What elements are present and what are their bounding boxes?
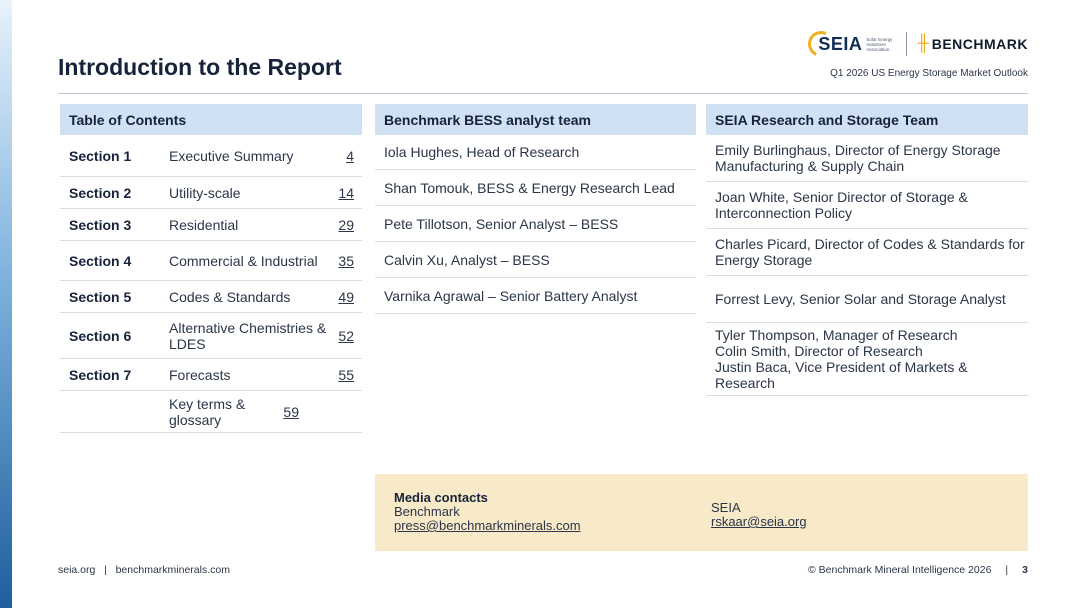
toc-name: Commercial & Industrial bbox=[169, 252, 318, 269]
toc-row[interactable]: Section 4 Commercial & Industrial 35 bbox=[60, 241, 362, 281]
media-seia: SEIA rskaar@seia.org bbox=[711, 501, 807, 529]
toc-page-link[interactable]: 29 bbox=[338, 216, 354, 233]
header-divider bbox=[58, 93, 1028, 94]
logo-group: SEIA Solar Energy Industries Association… bbox=[804, 27, 1028, 61]
toc-name: Residential bbox=[169, 216, 239, 233]
toc-name: Utility-scale bbox=[169, 184, 241, 201]
seia-logo-subtext: Solar Energy Industries Association bbox=[866, 36, 893, 52]
media-benchmark: Media contacts Benchmark press@benchmark… bbox=[394, 491, 581, 533]
team-member-line: Charles Picard, Director of Codes & Stan… bbox=[715, 236, 1025, 268]
toc-section: Section 5 bbox=[69, 288, 132, 305]
toc-row[interactable]: Section 3 Residential 29 bbox=[60, 209, 362, 241]
toc-section: Section 3 bbox=[69, 216, 132, 233]
benchmark-mark-icon: ╫ bbox=[917, 35, 929, 52]
seia-team: SEIA Research and Storage Team Emily Bur… bbox=[706, 104, 1028, 396]
team-member: Charles Picard, Director of Codes & Stan… bbox=[706, 229, 1028, 276]
toc-section: Section 6 bbox=[69, 327, 132, 344]
team-member-line: Emily Burlinghaus, Director of Energy St… bbox=[715, 142, 1001, 174]
benchmark-contact-label: Benchmark bbox=[394, 504, 460, 519]
team-member: Varnika Agrawal – Senior Battery Analyst bbox=[375, 278, 696, 314]
toc-page-link[interactable]: 55 bbox=[338, 366, 354, 383]
toc-page-link[interactable]: 35 bbox=[338, 252, 354, 269]
footer-right: © Benchmark Mineral Intelligence 2026 | … bbox=[808, 564, 1028, 576]
toc-row[interactable]: Key terms & glossary 59 bbox=[60, 391, 362, 433]
toc-page-link[interactable]: 59 bbox=[283, 403, 299, 420]
copyright-text: © Benchmark Mineral Intelligence 2026 bbox=[808, 564, 992, 576]
footer-separator: | bbox=[1005, 564, 1009, 576]
footer-links[interactable]: seia.org | benchmarkminerals.com bbox=[58, 564, 230, 576]
left-gradient-bar bbox=[0, 0, 12, 608]
team-member: Forrest Levy, Senior Solar and Storage A… bbox=[706, 276, 1028, 323]
toc-name: Executive Summary bbox=[169, 147, 294, 164]
logo-divider bbox=[906, 32, 908, 56]
media-contacts-box: Media contacts Benchmark press@benchmark… bbox=[375, 474, 1028, 551]
team-member: Joan White, Senior Director of Storage &… bbox=[706, 182, 1028, 229]
toc-name: Alternative Chemistries & LDES bbox=[169, 319, 327, 352]
toc-header: Table of Contents bbox=[60, 104, 362, 135]
team-member: Iola Hughes, Head of Research bbox=[375, 135, 696, 170]
benchmark-team-header: Benchmark BESS analyst team bbox=[375, 104, 696, 135]
toc-name: Codes & Standards bbox=[169, 288, 291, 305]
seia-team-header: SEIA Research and Storage Team bbox=[706, 104, 1028, 135]
team-member-line: Colin Smith, Director of Research bbox=[715, 343, 923, 359]
toc-section: Section 2 bbox=[69, 184, 132, 201]
team-member: Tyler Thompson, Manager of Research Coli… bbox=[706, 323, 1028, 396]
benchmark-email-link[interactable]: press@benchmarkminerals.com bbox=[394, 518, 581, 533]
seia-logo-text: SEIA bbox=[818, 33, 863, 54]
toc-page-link[interactable]: 52 bbox=[338, 327, 354, 344]
team-member-line: Joan White, Senior Director of Storage &… bbox=[715, 189, 968, 221]
toc-section: Section 4 bbox=[69, 252, 132, 269]
toc-page-link[interactable]: 49 bbox=[338, 288, 354, 305]
toc-name: Forecasts bbox=[169, 366, 231, 383]
toc-row[interactable]: Section 7 Forecasts 55 bbox=[60, 359, 362, 391]
report-subtitle: Q1 2026 US Energy Storage Market Outlook bbox=[830, 68, 1028, 79]
team-member: Pete Tillotson, Senior Analyst – BESS bbox=[375, 206, 696, 242]
toc-row[interactable]: Section 5 Codes & Standards 49 bbox=[60, 281, 362, 313]
seia-email-link[interactable]: rskaar@seia.org bbox=[711, 514, 807, 529]
team-member: Shan Tomouk, BESS & Energy Research Lead bbox=[375, 170, 696, 206]
toc-row[interactable]: Section 6 Alternative Chemistries & LDES… bbox=[60, 313, 362, 359]
benchmark-logo-text: BENCHMARK bbox=[931, 36, 1028, 52]
seia-logo: SEIA Solar Energy Industries Association bbox=[804, 27, 896, 61]
team-member-line: Justin Baca, Vice President of Markets &… bbox=[715, 359, 968, 391]
table-of-contents: Table of Contents Section 1 Executive Su… bbox=[60, 104, 362, 433]
sun-arc-icon bbox=[804, 27, 839, 61]
team-member: Emily Burlinghaus, Director of Energy St… bbox=[706, 135, 1028, 182]
toc-page-link[interactable]: 14 bbox=[338, 184, 354, 201]
team-member-line: Tyler Thompson, Manager of Research bbox=[715, 327, 958, 343]
benchmark-team: Benchmark BESS analyst team Iola Hughes,… bbox=[375, 104, 696, 314]
toc-row[interactable]: Section 2 Utility-scale 14 bbox=[60, 177, 362, 209]
toc-name: Key terms & glossary bbox=[169, 395, 246, 428]
seia-contact-label: SEIA bbox=[711, 500, 741, 515]
benchmark-logo: ╫ BENCHMARK bbox=[917, 35, 1028, 53]
team-member: Calvin Xu, Analyst – BESS bbox=[375, 242, 696, 278]
toc-section: Section 1 bbox=[69, 147, 132, 164]
team-member-line: Forrest Levy, Senior Solar and Storage A… bbox=[715, 291, 1006, 307]
page-title: Introduction to the Report bbox=[58, 54, 342, 80]
media-title: Media contacts bbox=[394, 490, 488, 505]
toc-row[interactable]: Section 1 Executive Summary 4 bbox=[60, 135, 362, 177]
toc-section: Section 7 bbox=[69, 366, 132, 383]
page-number: 3 bbox=[1022, 564, 1028, 576]
toc-page-link[interactable]: 4 bbox=[346, 147, 354, 164]
